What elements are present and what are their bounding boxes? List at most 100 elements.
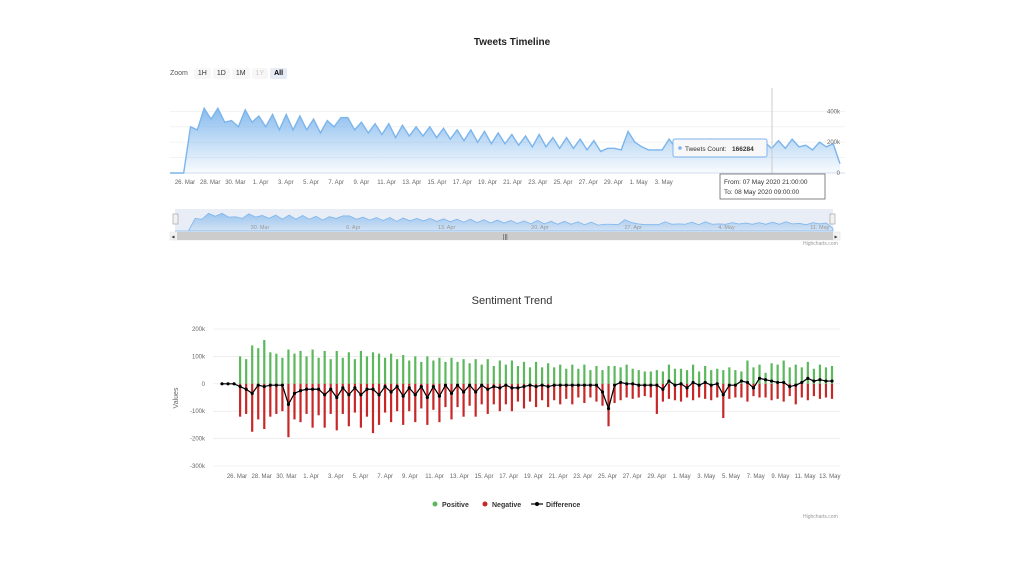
difference-point[interactable] bbox=[468, 383, 472, 387]
zoom-1d-button[interactable]: 1D bbox=[212, 68, 230, 79]
positive-bar[interactable] bbox=[371, 352, 375, 384]
positive-bar[interactable] bbox=[619, 367, 622, 384]
negative-bar[interactable] bbox=[402, 383, 405, 425]
negative-bar[interactable] bbox=[655, 383, 658, 414]
negative-bar[interactable] bbox=[311, 383, 314, 428]
negative-bar[interactable] bbox=[414, 383, 417, 423]
positive-bar[interactable] bbox=[323, 350, 326, 384]
negative-bar[interactable] bbox=[740, 383, 743, 398]
positive-bar[interactable] bbox=[776, 364, 779, 384]
difference-point[interactable] bbox=[425, 395, 429, 400]
difference-point[interactable] bbox=[830, 379, 834, 383]
positive-bar[interactable] bbox=[722, 370, 725, 384]
negative-bar[interactable] bbox=[547, 383, 550, 408]
difference-point[interactable] bbox=[600, 390, 605, 394]
negative-bar[interactable] bbox=[704, 383, 707, 399]
difference-point[interactable] bbox=[709, 383, 713, 387]
difference-point[interactable] bbox=[800, 380, 804, 385]
positive-bar[interactable] bbox=[577, 368, 580, 384]
difference-point[interactable] bbox=[582, 383, 586, 387]
negative-bar[interactable] bbox=[607, 383, 610, 427]
difference-point[interactable] bbox=[534, 384, 538, 389]
positive-bar[interactable] bbox=[547, 363, 550, 384]
positive-bar[interactable] bbox=[770, 363, 773, 384]
negative-bar[interactable] bbox=[631, 383, 634, 399]
difference-point[interactable] bbox=[413, 393, 417, 397]
difference-point[interactable] bbox=[292, 391, 297, 395]
difference-point[interactable] bbox=[788, 384, 792, 389]
legend-item-positive[interactable]: Positive bbox=[432, 501, 469, 510]
negative-bar[interactable] bbox=[408, 383, 411, 412]
difference-point[interactable] bbox=[546, 384, 550, 389]
negative-bar[interactable] bbox=[800, 383, 803, 398]
negative-bar[interactable] bbox=[698, 383, 701, 398]
positive-bar[interactable] bbox=[625, 364, 628, 384]
negative-bar[interactable] bbox=[595, 383, 598, 402]
positive-bar[interactable] bbox=[740, 371, 743, 384]
negative-bar[interactable] bbox=[492, 383, 495, 405]
negative-bar[interactable] bbox=[685, 383, 689, 398]
difference-point[interactable] bbox=[818, 378, 822, 382]
negative-bar[interactable] bbox=[474, 383, 477, 417]
difference-point[interactable] bbox=[594, 383, 599, 387]
negative-bar[interactable] bbox=[516, 383, 520, 402]
difference-point[interactable] bbox=[570, 383, 574, 387]
positive-bar[interactable] bbox=[305, 356, 308, 384]
zoom-1y-button[interactable]: 1Y bbox=[251, 68, 269, 79]
positive-bar[interactable] bbox=[788, 367, 791, 384]
negative-bar[interactable] bbox=[770, 383, 773, 401]
negative-bar[interactable] bbox=[643, 383, 646, 397]
negative-bar[interactable] bbox=[257, 383, 260, 420]
positive-bar[interactable] bbox=[540, 367, 544, 384]
difference-point[interactable] bbox=[552, 383, 556, 387]
negative-bar[interactable] bbox=[269, 383, 272, 417]
negative-bar[interactable] bbox=[637, 383, 640, 398]
negative-bar[interactable] bbox=[782, 383, 785, 402]
difference-point[interactable] bbox=[697, 383, 701, 387]
positive-bar[interactable] bbox=[631, 368, 634, 384]
negative-bar[interactable] bbox=[383, 383, 387, 413]
difference-point[interactable] bbox=[347, 393, 351, 397]
positive-bar[interactable] bbox=[613, 365, 616, 384]
difference-point[interactable] bbox=[498, 386, 502, 390]
negative-bar[interactable] bbox=[480, 383, 483, 405]
difference-point[interactable] bbox=[528, 383, 532, 387]
positive-bar[interactable] bbox=[456, 361, 459, 384]
difference-point[interactable] bbox=[631, 382, 635, 386]
difference-point[interactable] bbox=[335, 395, 339, 400]
negative-bar[interactable] bbox=[673, 383, 677, 401]
negative-bar[interactable] bbox=[305, 383, 308, 414]
negative-bar[interactable] bbox=[824, 383, 828, 398]
negative-bar[interactable] bbox=[559, 383, 562, 405]
positive-bar[interactable] bbox=[734, 370, 737, 384]
difference-point[interactable] bbox=[685, 386, 689, 390]
difference-point[interactable] bbox=[383, 384, 387, 389]
difference-point[interactable] bbox=[619, 380, 623, 385]
negative-bar[interactable] bbox=[522, 383, 526, 409]
difference-point[interactable] bbox=[401, 394, 405, 398]
negative-bar[interactable] bbox=[299, 383, 302, 423]
negative-bar[interactable] bbox=[450, 383, 453, 420]
negative-bar[interactable] bbox=[456, 383, 459, 408]
difference-point[interactable] bbox=[256, 383, 260, 387]
positive-bar[interactable] bbox=[450, 357, 453, 384]
difference-point[interactable] bbox=[419, 384, 423, 389]
navigator-right-handle[interactable] bbox=[829, 213, 836, 225]
difference-point[interactable] bbox=[365, 387, 369, 391]
negative-bar[interactable] bbox=[504, 383, 507, 405]
difference-point[interactable] bbox=[268, 383, 272, 387]
positive-bar[interactable] bbox=[383, 357, 387, 384]
positive-bar[interactable] bbox=[661, 371, 664, 384]
difference-point[interactable] bbox=[673, 383, 677, 387]
positive-bar[interactable] bbox=[752, 367, 755, 384]
positive-bar[interactable] bbox=[287, 349, 290, 384]
positive-bar[interactable] bbox=[408, 360, 411, 384]
positive-bar[interactable] bbox=[746, 360, 749, 384]
negative-bar[interactable] bbox=[619, 383, 622, 401]
timeline-chart[interactable]: 400k 200k 0 26. Mar 28. Mar 30. Mar 1. Apr 3. … bbox=[0, 0, 1024, 260]
negative-bar[interactable] bbox=[462, 383, 465, 417]
zoom-all-button[interactable]: All bbox=[270, 68, 288, 79]
negative-bar[interactable] bbox=[758, 383, 761, 398]
scrollbar-thumb[interactable] bbox=[177, 232, 833, 240]
difference-point[interactable] bbox=[274, 383, 278, 387]
